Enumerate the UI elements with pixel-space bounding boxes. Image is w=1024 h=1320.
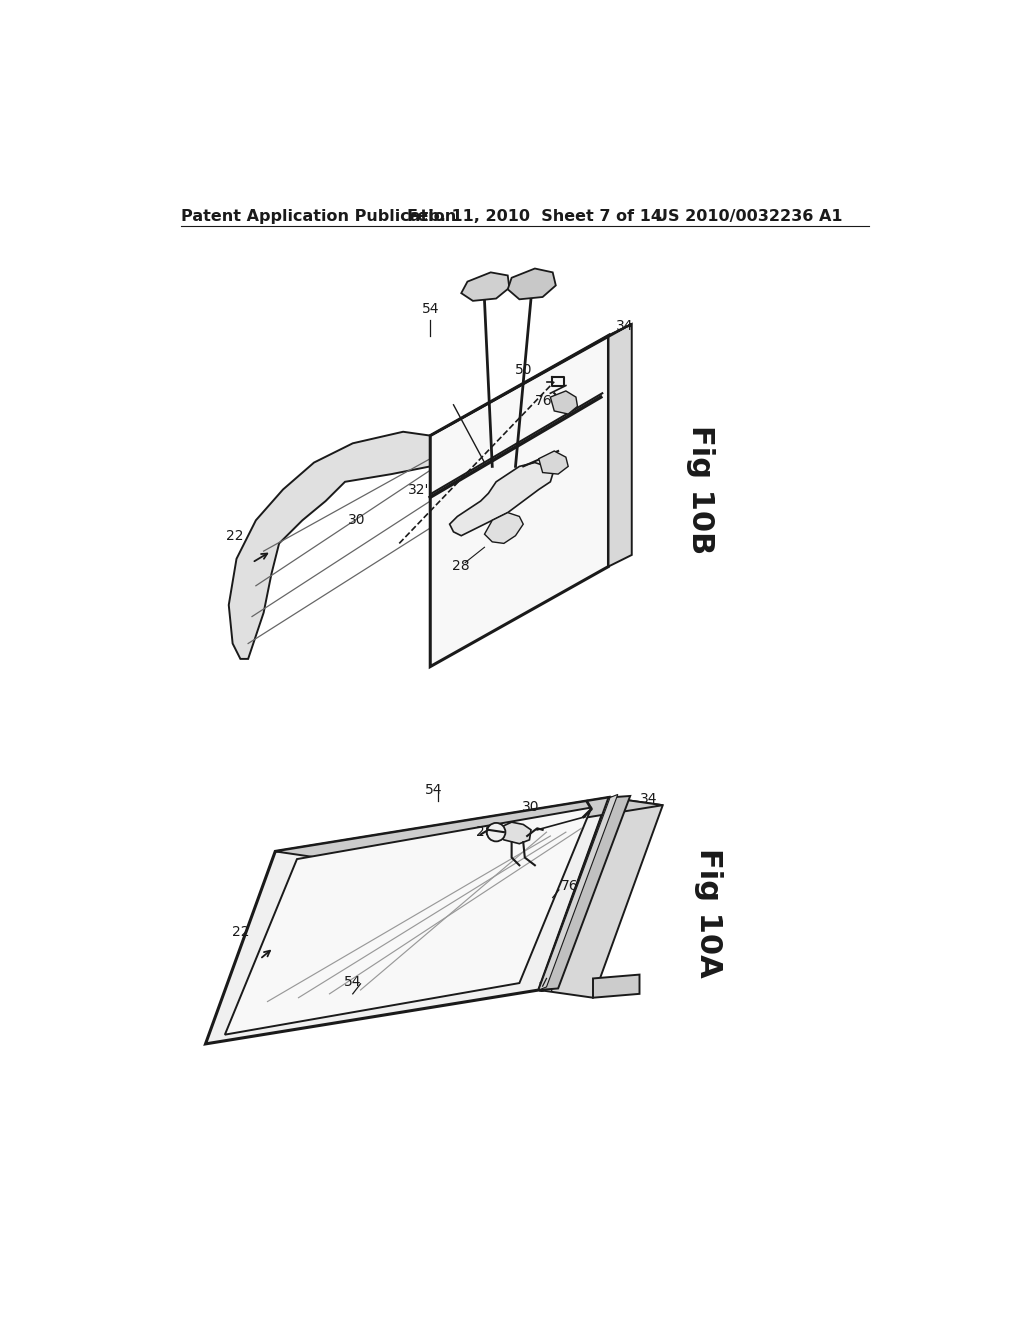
Text: 30: 30 [521,800,540,813]
Polygon shape [461,272,509,301]
Text: 34: 34 [616,319,634,333]
Text: 76: 76 [535,393,553,408]
Polygon shape [430,323,632,436]
Text: Fig 10A: Fig 10A [693,849,723,978]
Text: 22: 22 [226,529,244,543]
Polygon shape [206,797,608,1044]
Text: 32': 32' [408,483,429,496]
Text: 22: 22 [231,925,249,940]
Polygon shape [608,323,632,566]
Text: 34: 34 [538,982,555,995]
Polygon shape [539,797,663,998]
Text: 34: 34 [640,792,657,807]
Polygon shape [275,797,663,859]
Polygon shape [450,462,553,536]
Polygon shape [539,796,630,990]
Text: US 2010/0032236 A1: US 2010/0032236 A1 [655,209,843,223]
Text: 50: 50 [514,363,532,378]
Text: 30: 30 [348,513,366,527]
Polygon shape [539,451,568,474]
Text: Feb. 11, 2010  Sheet 7 of 14: Feb. 11, 2010 Sheet 7 of 14 [407,209,662,223]
Text: 28: 28 [453,560,470,573]
Polygon shape [430,335,608,667]
Text: Fig 10B: Fig 10B [686,425,715,554]
Polygon shape [228,432,461,659]
Circle shape [486,822,506,841]
Polygon shape [225,808,592,1035]
Polygon shape [499,822,531,843]
Polygon shape [484,512,523,544]
Text: Patent Application Publication: Patent Application Publication [180,209,456,223]
Text: 54: 54 [344,975,361,989]
Text: 54: 54 [422,301,439,315]
Text: 76: 76 [560,879,579,894]
Polygon shape [593,974,640,998]
Polygon shape [508,268,556,300]
Text: 54: 54 [425,783,442,797]
Text: 28: 28 [476,825,494,840]
Polygon shape [550,391,578,414]
Polygon shape [539,795,617,990]
